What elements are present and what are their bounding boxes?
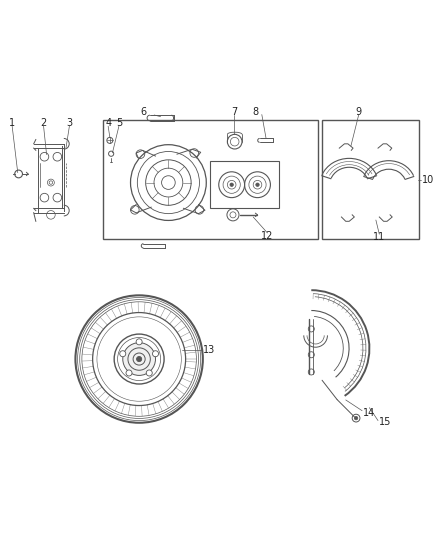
Circle shape [120,351,126,357]
Text: 7: 7 [231,107,237,117]
Text: 8: 8 [253,107,259,117]
Text: 3: 3 [66,118,72,128]
Circle shape [152,351,159,357]
Text: 14: 14 [363,408,375,418]
Text: 9: 9 [356,107,362,117]
Bar [210,161,279,208]
Text: 10: 10 [422,175,434,185]
Text: 5: 5 [116,118,122,128]
Text: 15: 15 [379,417,391,427]
Text: 6: 6 [140,107,146,117]
Circle shape [146,370,152,376]
Text: 13: 13 [203,345,215,356]
Circle shape [123,343,155,375]
Circle shape [136,339,142,345]
Circle shape [354,416,358,420]
Circle shape [137,357,142,361]
Text: 2: 2 [40,118,47,128]
Circle shape [230,183,233,187]
Circle shape [126,370,132,376]
Bar [102,120,318,239]
Circle shape [256,183,259,187]
Text: 12: 12 [261,230,274,240]
Bar [322,120,419,239]
Text: 11: 11 [373,232,385,242]
Text: 4: 4 [105,118,111,128]
Text: 1: 1 [9,118,15,128]
